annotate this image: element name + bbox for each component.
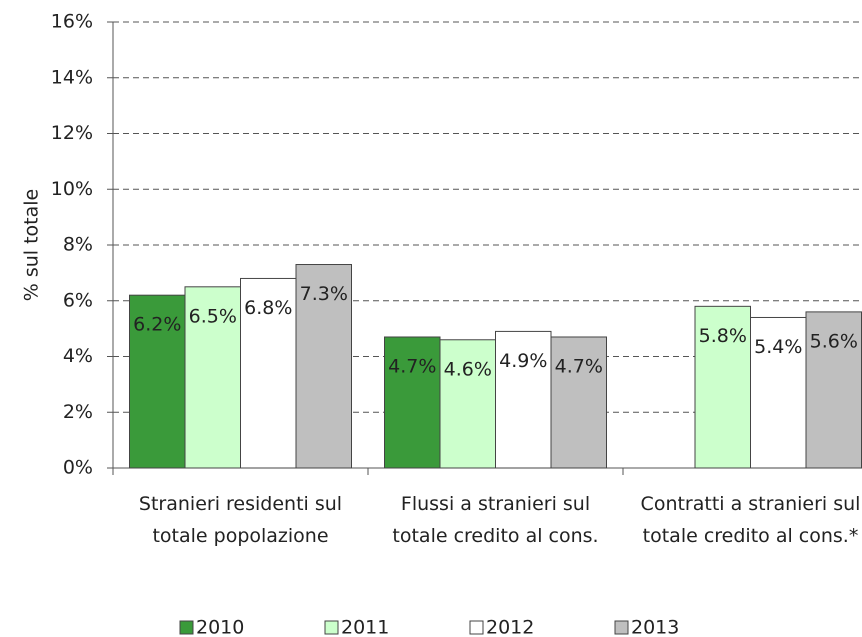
data-label: 4.6%: [444, 358, 492, 380]
x-tick-label: Contratti a stranieri sul totale credito…: [640, 493, 861, 547]
data-label: 5.8%: [699, 325, 747, 347]
bar: [295, 264, 352, 469]
legend-label: 2013: [631, 617, 679, 637]
data-label: 4.7%: [555, 355, 603, 377]
bar: [495, 330, 552, 469]
legend-label: 2010: [196, 617, 244, 637]
y-axis-title: % sul totale: [21, 189, 43, 302]
data-label: 6.8%: [244, 297, 292, 319]
bar: [694, 305, 751, 469]
y-tick-label: 10%: [51, 178, 93, 200]
y-tick-label: 16%: [51, 11, 93, 33]
data-label: 4.7%: [388, 355, 436, 377]
bar: [184, 286, 241, 469]
y-tick-label: 2%: [63, 401, 93, 423]
data-label: 7.3%: [300, 283, 348, 305]
bar: [805, 311, 862, 469]
y-tick-label: 14%: [51, 66, 93, 88]
y-tick-label: 8%: [63, 234, 93, 256]
legend-swatch: [179, 620, 194, 635]
y-tick-label: 6%: [63, 289, 93, 311]
data-label: 5.6%: [810, 330, 858, 352]
data-label: 5.4%: [754, 336, 802, 358]
legend-swatch: [469, 620, 484, 635]
legend-label: 2011: [341, 617, 389, 637]
y-tick-label: 0%: [63, 457, 93, 479]
x-tick-label: Stranieri residenti sul totale popolazio…: [138, 493, 343, 547]
bar: [550, 336, 607, 469]
data-label: 6.2%: [133, 314, 181, 336]
data-label: 4.9%: [499, 350, 547, 372]
legend-swatch: [614, 620, 629, 635]
y-tick-label: 12%: [51, 122, 93, 144]
x-tick-label: Flussi a stranieri sul totale credito al…: [392, 493, 599, 547]
bar: [750, 316, 807, 469]
bar: [240, 277, 297, 469]
bar: [129, 294, 186, 469]
legend-swatch: [324, 620, 339, 635]
y-tick-label: 4%: [63, 345, 93, 367]
legend-label: 2012: [486, 617, 534, 637]
data-label: 6.5%: [189, 305, 237, 327]
bar: [384, 336, 441, 469]
bar: [439, 339, 496, 469]
